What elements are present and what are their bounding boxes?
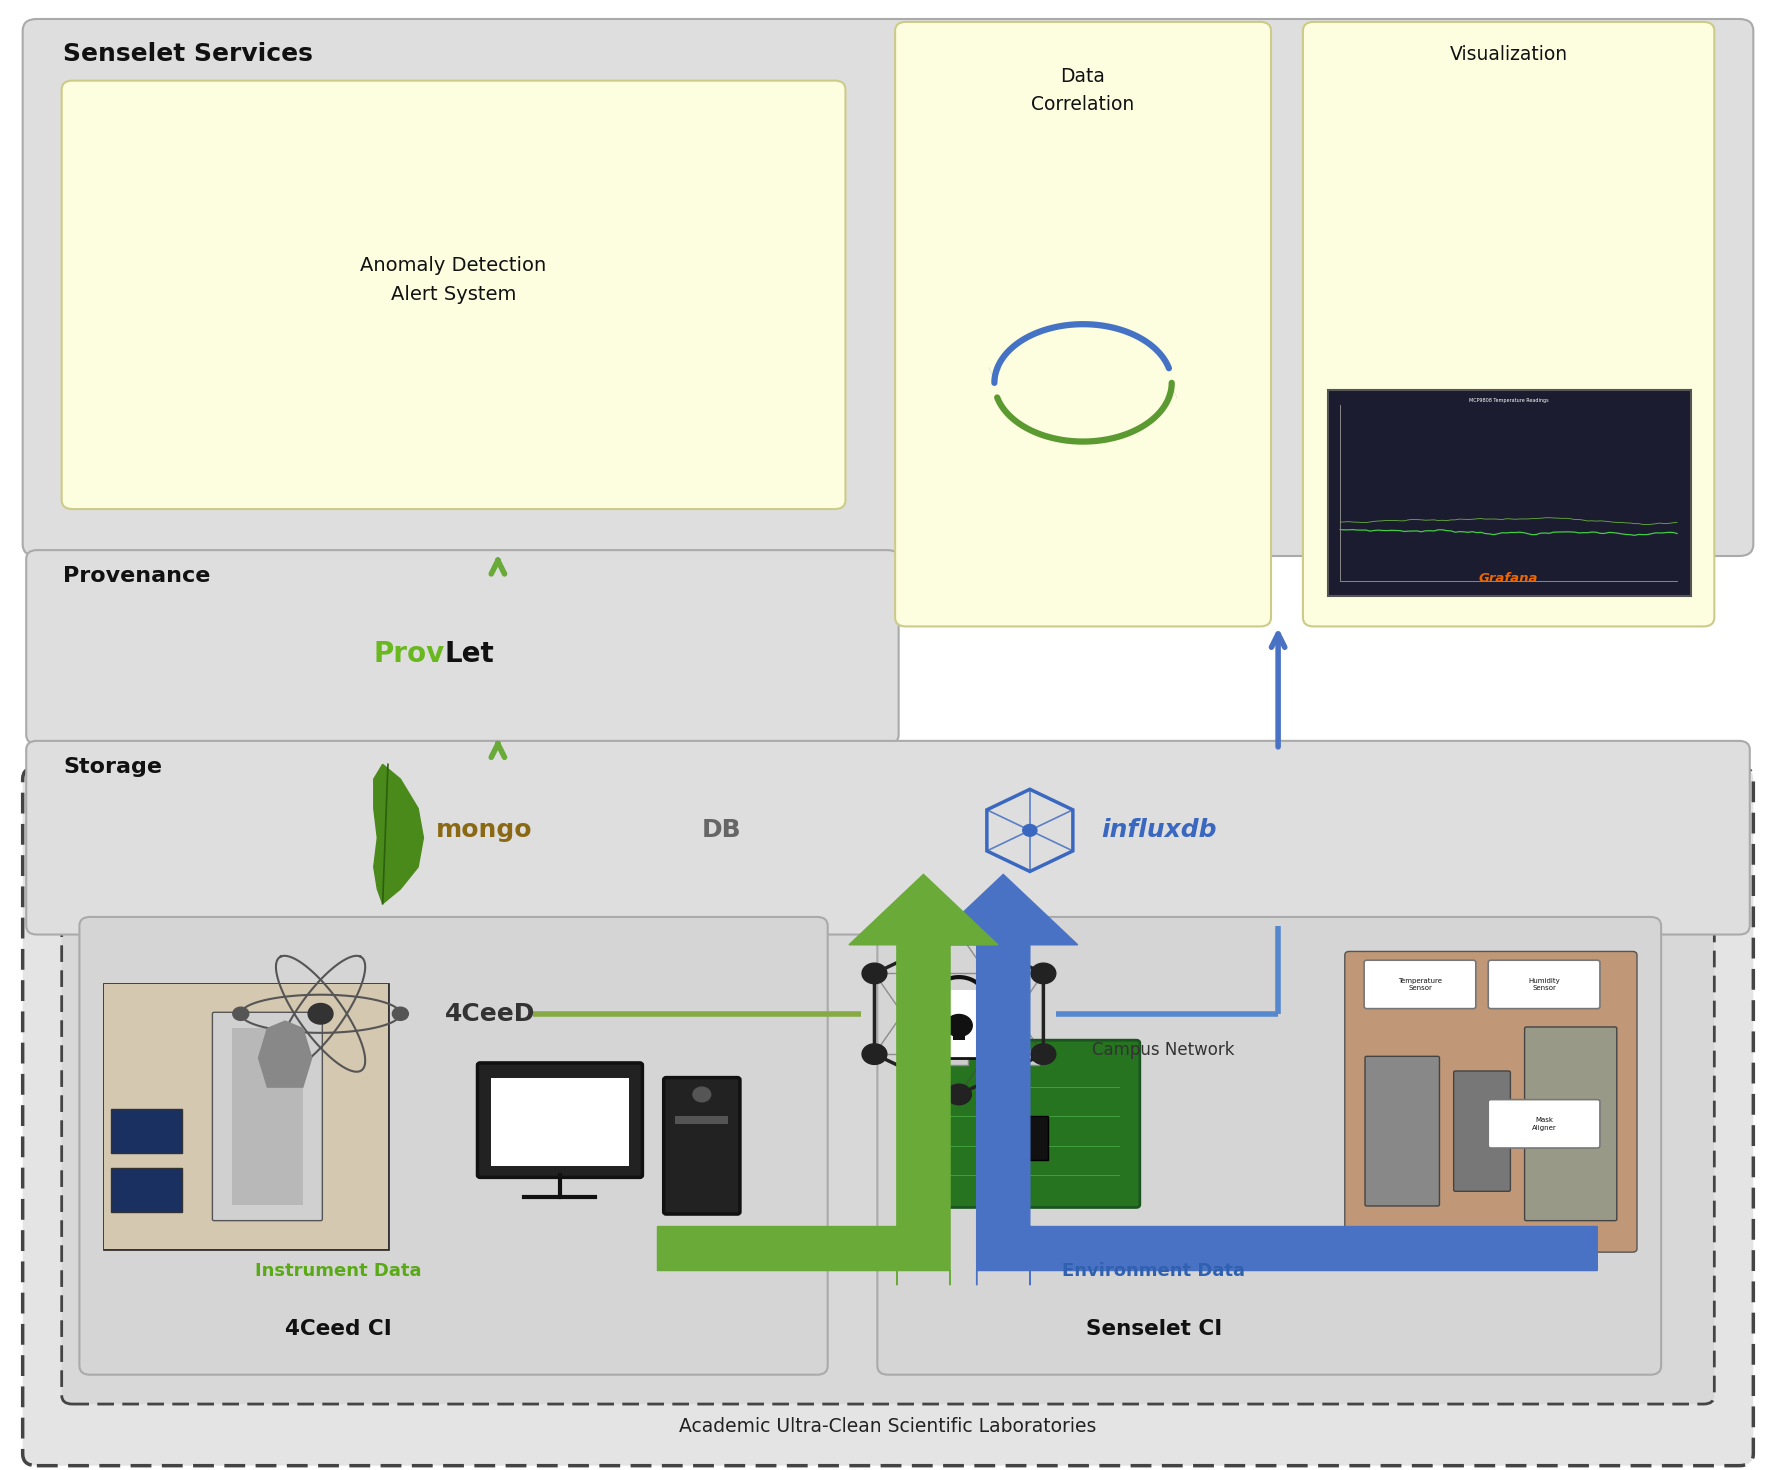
Circle shape: [861, 963, 886, 983]
Text: Mask
Aligner: Mask Aligner: [1531, 1117, 1556, 1130]
Polygon shape: [259, 1022, 313, 1088]
Circle shape: [309, 1004, 332, 1025]
FancyBboxPatch shape: [927, 991, 991, 1017]
Text: Grafana: Grafana: [1479, 572, 1538, 585]
FancyBboxPatch shape: [1488, 960, 1600, 1008]
FancyBboxPatch shape: [1524, 1028, 1616, 1220]
Text: 4CeeD: 4CeeD: [444, 1001, 535, 1026]
Text: mongo: mongo: [435, 819, 533, 842]
FancyBboxPatch shape: [895, 22, 1272, 626]
Circle shape: [947, 923, 971, 944]
Text: DB: DB: [702, 819, 741, 842]
FancyBboxPatch shape: [112, 1110, 183, 1152]
Text: Provenance: Provenance: [64, 566, 211, 587]
FancyBboxPatch shape: [1346, 953, 1636, 1251]
FancyBboxPatch shape: [105, 985, 387, 1248]
Polygon shape: [657, 875, 998, 1285]
FancyBboxPatch shape: [233, 1029, 304, 1204]
FancyBboxPatch shape: [977, 1117, 1048, 1160]
Text: Anomaly Detection
Alert System: Anomaly Detection Alert System: [361, 256, 547, 304]
Text: Instrument Data: Instrument Data: [256, 1261, 421, 1279]
FancyBboxPatch shape: [664, 1078, 741, 1214]
Circle shape: [945, 1014, 971, 1036]
Text: Senselet Services: Senselet Services: [64, 43, 313, 66]
FancyBboxPatch shape: [478, 1063, 643, 1177]
Text: Data
Correlation: Data Correlation: [1032, 68, 1135, 115]
FancyBboxPatch shape: [490, 1079, 629, 1166]
Text: Temperature
Sensor: Temperature Sensor: [1398, 978, 1442, 991]
Text: Humidity
Sensor: Humidity Sensor: [1527, 978, 1559, 991]
Circle shape: [693, 1088, 710, 1102]
FancyBboxPatch shape: [877, 917, 1661, 1374]
FancyBboxPatch shape: [23, 19, 1753, 556]
FancyBboxPatch shape: [1346, 953, 1636, 1251]
FancyBboxPatch shape: [27, 550, 899, 744]
FancyBboxPatch shape: [1364, 960, 1476, 1008]
FancyBboxPatch shape: [902, 1041, 1140, 1207]
FancyBboxPatch shape: [941, 1051, 968, 1066]
Text: Prov: Prov: [373, 641, 444, 669]
Text: Storage: Storage: [64, 757, 162, 778]
Circle shape: [233, 1007, 249, 1020]
Circle shape: [1023, 825, 1037, 836]
Text: Let: Let: [444, 641, 494, 669]
FancyBboxPatch shape: [213, 1013, 321, 1220]
Text: influxdb: influxdb: [1101, 819, 1217, 842]
Polygon shape: [373, 764, 423, 904]
FancyBboxPatch shape: [952, 1025, 964, 1041]
FancyBboxPatch shape: [1366, 1057, 1440, 1205]
FancyBboxPatch shape: [105, 985, 387, 1248]
Text: Academic Ultra-Clean Scientific Laboratories: Academic Ultra-Clean Scientific Laborato…: [678, 1417, 1098, 1436]
Text: Campus Network: Campus Network: [1092, 1041, 1234, 1060]
Text: Environment Data: Environment Data: [1062, 1261, 1245, 1279]
FancyBboxPatch shape: [27, 741, 1749, 935]
Circle shape: [1032, 963, 1055, 983]
FancyBboxPatch shape: [1455, 1072, 1510, 1191]
FancyBboxPatch shape: [80, 917, 828, 1374]
FancyBboxPatch shape: [977, 1051, 1003, 1066]
Text: 4Ceed CI: 4Ceed CI: [284, 1319, 392, 1339]
FancyBboxPatch shape: [1488, 1100, 1600, 1148]
Polygon shape: [929, 875, 1597, 1285]
Circle shape: [861, 1044, 886, 1064]
Text: Senselet CI: Senselet CI: [1085, 1319, 1222, 1339]
FancyBboxPatch shape: [23, 767, 1753, 1466]
FancyBboxPatch shape: [1012, 1051, 1039, 1066]
FancyBboxPatch shape: [1328, 390, 1691, 595]
FancyBboxPatch shape: [112, 1167, 183, 1211]
Text: MCP9808 Temperature Readings: MCP9808 Temperature Readings: [1469, 397, 1549, 403]
FancyBboxPatch shape: [62, 829, 1714, 1404]
FancyBboxPatch shape: [675, 1117, 728, 1123]
Circle shape: [1032, 1044, 1055, 1064]
Circle shape: [947, 1085, 971, 1105]
FancyBboxPatch shape: [916, 995, 1000, 1058]
Text: Visualization: Visualization: [1449, 46, 1568, 65]
FancyBboxPatch shape: [62, 81, 845, 509]
FancyBboxPatch shape: [1304, 22, 1714, 626]
Circle shape: [392, 1007, 408, 1020]
